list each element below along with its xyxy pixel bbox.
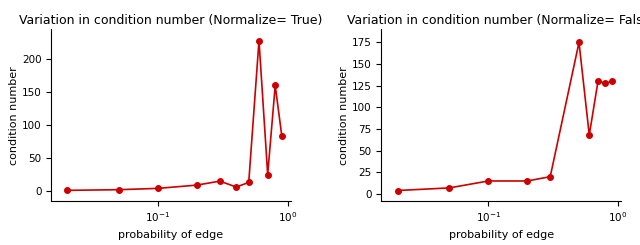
Y-axis label: condition number: condition number — [339, 66, 349, 165]
Title: Variation in condition number (Normalize= True): Variation in condition number (Normalize… — [19, 14, 323, 27]
Y-axis label: condition number: condition number — [9, 66, 19, 165]
X-axis label: probability of edge: probability of edge — [449, 230, 554, 240]
Title: Variation in condition number (Normalize= False): Variation in condition number (Normalize… — [347, 14, 640, 27]
X-axis label: probability of edge: probability of edge — [118, 230, 223, 240]
